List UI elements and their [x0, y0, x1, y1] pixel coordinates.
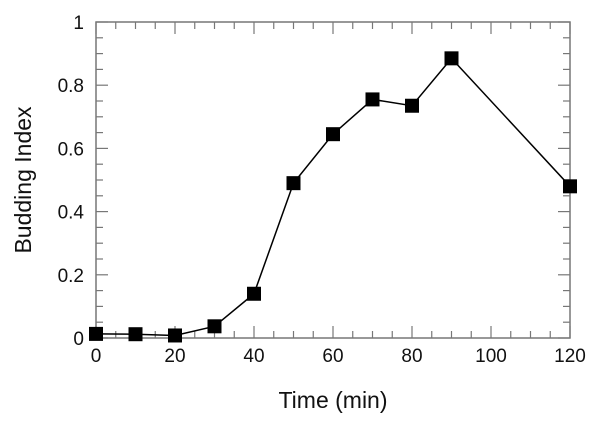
x-tick-label: 80 [401, 346, 422, 367]
y-tick-label: 0.2 [58, 266, 84, 287]
x-tick-label: 40 [243, 346, 264, 367]
y-axis-title: Budding Index [10, 106, 36, 254]
x-axis-title: Time (min) [278, 387, 387, 413]
data-point-marker [89, 326, 103, 341]
data-point-marker [207, 319, 222, 334]
data-point-marker [168, 328, 182, 343]
data-point-marker [247, 286, 261, 301]
plot-frame [95, 21, 571, 339]
y-tick-label: 0.6 [58, 139, 84, 160]
x-tick-label: 0 [91, 346, 102, 367]
x-tick-label: 120 [554, 346, 586, 367]
x-tick-label: 100 [475, 346, 507, 367]
data-series [89, 51, 577, 343]
x-tick-label: 20 [164, 346, 185, 367]
data-point-marker [365, 92, 380, 107]
y-tick-label: 0.4 [58, 203, 85, 224]
axis-ticks [95, 21, 571, 339]
y-tick-labels: 0 0.2 0.4 0.6 0.8 1 [58, 13, 85, 350]
data-point-marker [405, 98, 419, 113]
data-point-marker [444, 51, 459, 66]
x-tick-labels: 0 20 40 60 80 100 120 [91, 346, 586, 367]
y-tick-label: 0.8 [58, 76, 84, 97]
data-point-marker [286, 176, 301, 191]
y-tick-label: 0 [73, 329, 84, 350]
series-line [95, 57, 571, 337]
data-point-marker [326, 127, 340, 142]
data-point-marker [128, 327, 143, 342]
x-tick-label: 60 [322, 346, 343, 367]
y-tick-label: 1 [73, 13, 84, 34]
data-point-marker [563, 179, 577, 194]
